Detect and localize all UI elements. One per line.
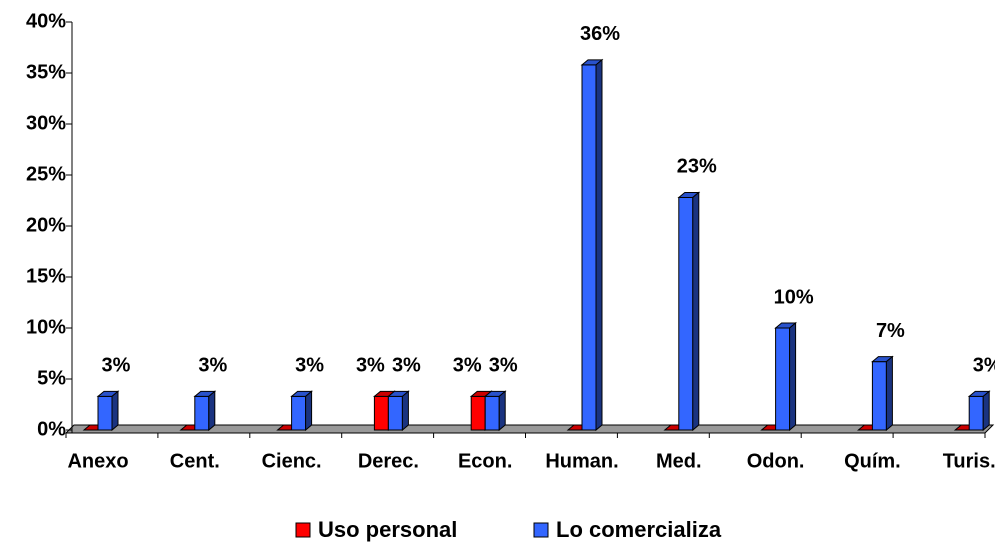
y-tick-label: 15%: [26, 265, 66, 287]
bar-front: [194, 395, 210, 431]
bar-front: [291, 395, 307, 431]
legend-swatch: [533, 522, 549, 538]
data-label: 3%: [392, 355, 421, 377]
bar-front: [775, 327, 791, 431]
bar-side: [401, 390, 409, 432]
bar-front: [968, 395, 984, 431]
y-tick-label: 10%: [26, 316, 66, 338]
x-tick-label: Med.: [656, 450, 702, 472]
data-label: 3%: [973, 355, 995, 377]
data-label: 36%: [580, 23, 620, 45]
bar-front: [470, 395, 486, 431]
bar: [96, 390, 120, 432]
bar: [871, 355, 894, 432]
data-label: 7%: [876, 320, 905, 342]
x-tick-label: Quím.: [844, 450, 901, 472]
data-label: 23%: [677, 156, 717, 178]
x-tick-label: Human.: [545, 450, 618, 472]
bar-side: [885, 355, 893, 432]
bar: [677, 191, 701, 432]
bar-front: [373, 395, 389, 431]
bar-side: [595, 58, 603, 432]
bar-side: [692, 191, 700, 432]
bar: [483, 390, 507, 432]
x-tick-label: Anexo: [67, 450, 128, 472]
data-label: 3%: [102, 355, 131, 377]
bar-side: [111, 390, 119, 432]
data-label: 3%: [356, 355, 385, 377]
bar-front: [97, 395, 113, 431]
y-tick-label: 0%: [37, 418, 66, 440]
bar: [580, 58, 604, 432]
data-label: 3%: [198, 355, 227, 377]
legend-label: Lo comercializa: [556, 517, 722, 542]
x-tick-label: Cent.: [170, 450, 220, 472]
bar-side: [208, 390, 216, 432]
bar-front: [871, 361, 887, 431]
x-tick-label: Turis.: [943, 450, 995, 472]
data-label: 3%: [295, 355, 324, 377]
bar: [967, 390, 991, 432]
x-tick-label: Derec.: [358, 450, 419, 472]
bar-side: [305, 390, 313, 432]
legend-label: Uso personal: [318, 517, 457, 542]
y-tick-label: 5%: [37, 367, 66, 389]
bar-side: [498, 390, 506, 432]
legend-swatch: [295, 522, 311, 538]
bar: [193, 390, 217, 432]
data-label: 10%: [774, 286, 814, 308]
x-tick-label: Odon.: [747, 450, 805, 472]
x-tick-label: Cienc.: [262, 450, 322, 472]
bar-front: [678, 196, 694, 431]
y-tick-label: 35%: [26, 61, 66, 83]
y-tick-label: 25%: [26, 163, 66, 185]
x-tick-label: Econ.: [458, 450, 512, 472]
bar-side: [982, 390, 990, 432]
bar-front: [484, 395, 500, 431]
bar: [290, 390, 313, 432]
bar: [387, 390, 410, 432]
y-tick-label: 40%: [26, 10, 66, 32]
y-tick-label: 20%: [26, 214, 66, 236]
data-label: 3%: [453, 355, 482, 377]
bar: [774, 321, 797, 432]
bar-side: [789, 321, 797, 432]
data-label: 3%: [489, 355, 518, 377]
bar-front: [581, 64, 597, 431]
y-tick-label: 30%: [26, 112, 66, 134]
bar-front: [387, 395, 403, 431]
